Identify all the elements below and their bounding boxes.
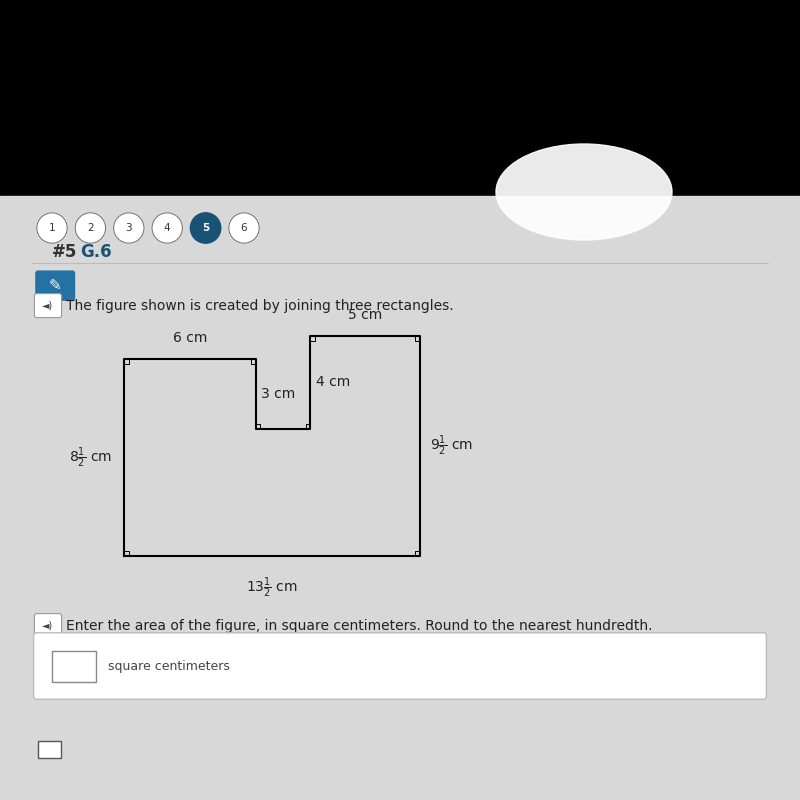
Bar	[38, 741, 61, 758]
Text: The figure shown is created by joining three rectangles.: The figure shown is created by joining t…	[66, 298, 454, 313]
Text: 1: 1	[49, 223, 55, 233]
Circle shape	[75, 213, 106, 243]
Text: $13\frac{1}{2}$ cm: $13\frac{1}{2}$ cm	[246, 576, 298, 600]
Text: 6 cm: 6 cm	[173, 330, 207, 345]
Bar	[0, 0, 800, 196]
Text: Enter the area of the figure, in square centimeters. Round to the nearest hundre: Enter the area of the figure, in square …	[66, 618, 652, 633]
Text: ◄): ◄)	[42, 301, 54, 310]
Ellipse shape	[496, 144, 672, 240]
Text: 6: 6	[241, 223, 247, 233]
FancyBboxPatch shape	[35, 270, 75, 301]
Circle shape	[152, 213, 182, 243]
Text: ◄): ◄)	[42, 621, 54, 630]
Circle shape	[190, 213, 221, 243]
Text: #5: #5	[52, 243, 78, 261]
Bar	[0, 196, 800, 800]
Text: square centimeters: square centimeters	[108, 660, 230, 673]
Text: 4: 4	[164, 223, 170, 233]
FancyBboxPatch shape	[34, 614, 62, 638]
Bar	[52, 651, 96, 682]
Text: 2: 2	[87, 223, 94, 233]
Circle shape	[114, 213, 144, 243]
Text: $9\frac{1}{2}$ cm: $9\frac{1}{2}$ cm	[430, 434, 473, 458]
Text: $8\frac{1}{2}$ cm: $8\frac{1}{2}$ cm	[69, 446, 112, 470]
Text: 5 cm: 5 cm	[348, 307, 382, 322]
FancyBboxPatch shape	[34, 633, 766, 699]
Text: 3 cm: 3 cm	[261, 387, 295, 401]
Text: 4 cm: 4 cm	[316, 375, 350, 390]
Text: G.6: G.6	[80, 243, 112, 261]
FancyBboxPatch shape	[34, 294, 62, 318]
Circle shape	[37, 213, 67, 243]
Text: 3: 3	[126, 223, 132, 233]
Circle shape	[229, 213, 259, 243]
Text: 5: 5	[202, 223, 210, 233]
Text: ✎: ✎	[49, 278, 62, 293]
